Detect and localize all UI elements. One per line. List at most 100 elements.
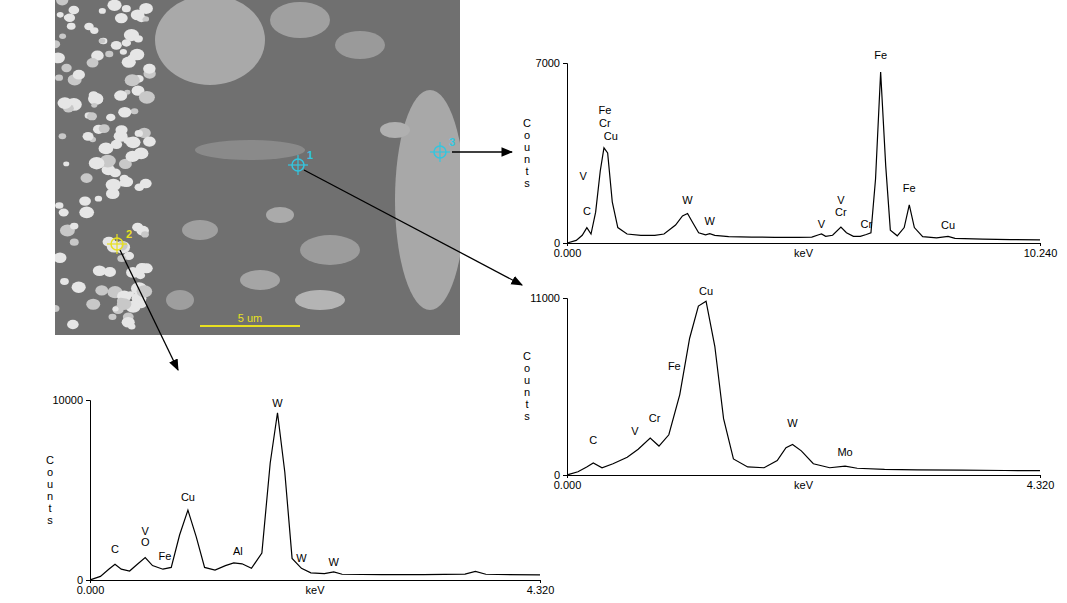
particle	[120, 49, 127, 55]
particle	[99, 124, 110, 133]
particle	[139, 91, 155, 104]
y-axis-title-letter: t	[525, 165, 528, 177]
grain	[182, 220, 218, 240]
particle	[83, 132, 94, 141]
y-axis-title-letter: t	[48, 502, 51, 514]
peak-label: C	[111, 543, 119, 555]
micrograph: 5 um123	[50, 0, 465, 335]
particle	[143, 136, 156, 146]
axis-line	[568, 244, 1041, 247]
particle	[73, 70, 85, 80]
peak-label: V	[818, 218, 826, 230]
micrograph-image	[55, 0, 460, 335]
peak-label: W	[329, 556, 340, 568]
y-axis-title-letter: o	[47, 466, 53, 478]
y-axis: 0 7000	[536, 57, 568, 249]
tick-mark	[86, 580, 90, 581]
axis-line	[563, 299, 568, 476]
particle	[72, 282, 86, 293]
tick-label: 0	[554, 469, 560, 481]
tick-label: 4.320	[1027, 479, 1055, 491]
particle	[106, 188, 120, 199]
particle	[56, 0, 68, 5]
tick: 4.320	[527, 580, 555, 596]
tick-label: 0	[554, 237, 560, 249]
y-axis-title-letter: n	[524, 386, 530, 398]
y-axis-title-letter: C	[523, 117, 531, 129]
x-axis-title: keV	[794, 247, 814, 259]
grain	[335, 31, 385, 59]
particle	[79, 196, 91, 205]
x-axis: 0.0004.320	[554, 475, 1055, 491]
particle	[59, 208, 69, 216]
particle	[124, 29, 139, 41]
peak-label: W	[272, 397, 283, 409]
peak-label: Cr	[861, 218, 873, 230]
particle	[87, 112, 97, 120]
particle	[125, 74, 140, 86]
particle	[86, 299, 100, 310]
peak-label: Cr	[835, 206, 847, 218]
y-axis: 0 10000	[52, 394, 90, 586]
particle	[104, 267, 116, 277]
tick: 11000	[530, 292, 567, 304]
y-axis-title-letter: o	[524, 129, 530, 141]
y-axis-title: Counts	[523, 117, 531, 189]
tick-mark	[1040, 243, 1041, 246]
x-axis-title: keV	[794, 479, 814, 491]
particle	[99, 8, 106, 14]
x-axis: 0.0004.320	[77, 580, 555, 596]
peak-label: W	[682, 194, 693, 206]
grain	[155, 0, 265, 85]
particle	[106, 114, 115, 121]
tick-label: 7000	[536, 57, 560, 69]
particle	[68, 6, 79, 15]
y-axis: 0 11000	[530, 292, 567, 481]
peak-label: Cu	[941, 219, 955, 231]
y-axis-title-letter: n	[524, 153, 530, 165]
peak-label: W	[705, 215, 716, 227]
tick-label: 10000	[52, 394, 83, 406]
plot-area	[567, 301, 1040, 475]
tick-mark	[563, 63, 567, 64]
particle	[99, 38, 107, 44]
particle	[60, 278, 69, 285]
y-axis-title-letter: t	[525, 398, 528, 410]
axis-line	[91, 581, 541, 584]
y-axis-title-letter: u	[524, 141, 530, 153]
grain	[266, 207, 294, 223]
point-marker: 3	[430, 136, 455, 162]
spectrum: 0.0004.320011000keVCountsCuFeCrVCWMo	[523, 285, 1054, 491]
grain	[380, 122, 410, 138]
particle	[131, 108, 139, 114]
particle	[118, 107, 131, 118]
y-axis-title: Counts	[523, 350, 531, 422]
peak-label: Fe	[903, 182, 916, 194]
axis-line	[86, 401, 91, 581]
tick-mark	[563, 475, 567, 476]
peak-label: Cr	[599, 117, 611, 129]
tick: 4.320	[1027, 475, 1055, 491]
particle	[115, 13, 128, 23]
particle	[131, 9, 145, 20]
particle	[114, 90, 127, 100]
particle	[59, 34, 66, 39]
particle	[105, 51, 113, 57]
particle	[55, 40, 60, 48]
point-marker: 2	[107, 228, 132, 254]
particle	[120, 177, 133, 187]
particle	[137, 285, 153, 297]
peak-label: Cr	[649, 412, 661, 424]
particle	[126, 136, 141, 148]
particle	[133, 269, 141, 275]
peak-label: Cu	[699, 285, 713, 297]
particle	[115, 125, 127, 135]
tick: 7000	[536, 57, 567, 69]
grain	[295, 290, 345, 310]
figure: 5 um1230.00010.24007000keVCountsCVFeCrCu…	[0, 0, 1067, 603]
tick: 0	[77, 574, 90, 586]
particle	[79, 206, 94, 218]
tick-label: 10.240	[1024, 247, 1058, 259]
peak-label: V	[631, 425, 639, 437]
tick-mark	[86, 400, 90, 401]
